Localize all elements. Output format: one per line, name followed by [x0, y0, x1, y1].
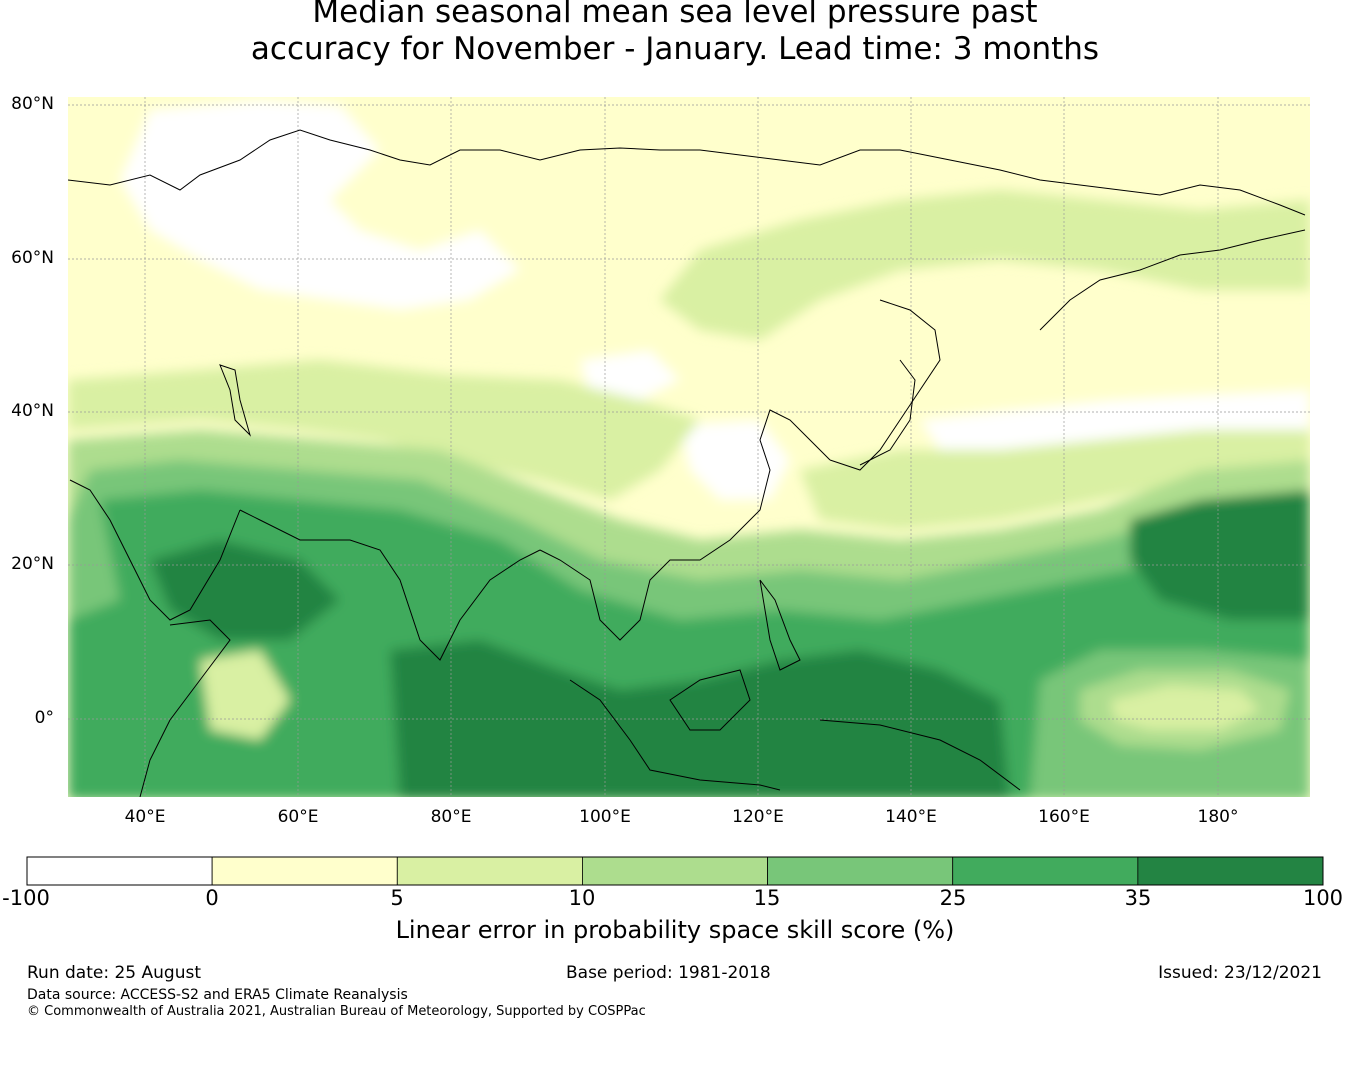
field-5-10-pacific [800, 430, 1310, 530]
lat-label-20n: 20°N [11, 554, 54, 574]
colorbar-tick-5: 5 [390, 886, 404, 910]
colorbar-tick-100: 100 [1302, 886, 1344, 910]
run-date: Run date: 25 August [27, 963, 201, 983]
lon-label-160e: 160°E [1038, 807, 1090, 827]
lon-label-80e: 80°E [430, 807, 472, 827]
colorbar-segment-0 [26, 856, 213, 886]
colorbar-segment-3 [582, 856, 768, 886]
lon-label-140e: 140°E [885, 807, 937, 827]
lon-label-120e: 120°E [732, 807, 784, 827]
colorbar-label: Linear error in probability space skill … [395, 916, 955, 944]
colorbar-tick-10: 10 [568, 886, 596, 910]
gridlines [68, 97, 1310, 797]
field-5-10-eq-pacific [1110, 685, 1260, 730]
field-white-china [680, 420, 790, 500]
colorbar-segment-6 [1137, 856, 1324, 886]
title-line-1: Median seasonal mean sea level pressure … [312, 0, 1038, 30]
base-period: Base period: 1981-2018 [566, 963, 771, 983]
colorbar-tick-25: 25 [939, 886, 967, 910]
skill-field [68, 97, 1310, 797]
colorbar-segments [26, 856, 1324, 886]
lon-label-60e: 60°E [277, 807, 319, 827]
colorbar-tick-15: 15 [753, 886, 781, 910]
lon-label-40e: 40°E [124, 807, 166, 827]
colorbar-segment-1 [211, 856, 398, 886]
colorbar-tick-neg100: -100 [2, 886, 50, 910]
lon-label-180: 180° [1197, 807, 1239, 827]
coastlines [68, 129, 1306, 797]
field-35-100-indian-ocean [390, 640, 1010, 797]
field-5-10-siberia [660, 190, 1310, 340]
field-5-10-africa [200, 650, 290, 740]
data-source: Data source: ACCESS-S2 and ERA5 Climate … [27, 987, 408, 1003]
lat-label-0: 0° [34, 708, 54, 728]
colorbar-tick-0: 0 [205, 886, 219, 910]
field-white-pacific [920, 390, 1310, 455]
map-title: Median seasonal mean sea level pressure … [0, 0, 1350, 68]
lat-label-80n: 80°N [11, 94, 54, 114]
lat-label-40n: 40°N [11, 401, 54, 421]
issued-date: Issued: 23/12/2021 [1158, 963, 1322, 983]
lat-label-60n: 60°N [11, 248, 54, 268]
colorbar-segment-2 [396, 856, 583, 886]
field-white-europe [120, 100, 520, 310]
lon-label-100e: 100°E [579, 807, 631, 827]
colorbar-outline [26, 856, 1324, 886]
colorbar-tick-35: 35 [1124, 886, 1152, 910]
title-line-2: accuracy for November - January. Lead ti… [250, 31, 1100, 67]
copyright: © Commonwealth of Australia 2021, Austra… [27, 1004, 646, 1019]
colorbar-segment-4 [767, 856, 954, 886]
field-5-10-asia [68, 360, 700, 500]
field-35-100-pacific [1130, 490, 1310, 620]
colorbar-segment-5 [952, 856, 1139, 886]
